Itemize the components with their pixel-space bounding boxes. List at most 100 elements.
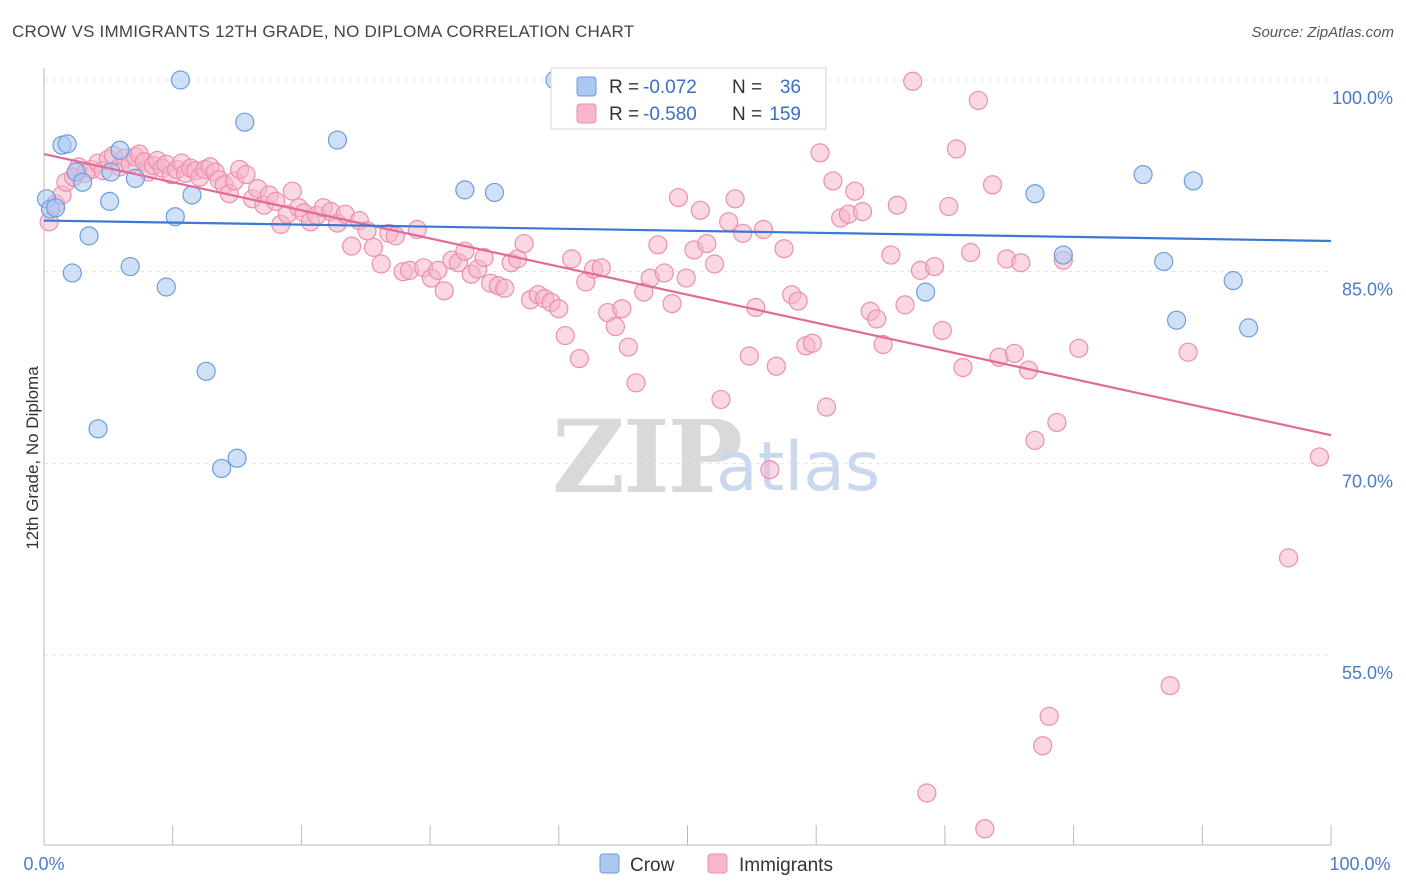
crow-point (1025, 184, 1045, 204)
legend-r-value-crow: -0.072 (643, 77, 697, 98)
immigrants-point (371, 254, 391, 274)
immigrants-point (895, 295, 915, 315)
crow-point (100, 191, 120, 211)
y-tick-label: 85.0% (1342, 280, 1393, 300)
crow-point (170, 70, 191, 90)
immigrants-point (1004, 343, 1024, 364)
crow-point (212, 458, 232, 479)
immigrants-point (975, 819, 995, 839)
immigrants-point (873, 334, 893, 355)
crow-point (101, 162, 121, 182)
crow-point (120, 256, 140, 277)
immigrants-point (363, 237, 384, 257)
y-axis-ticks: 100.0% 85.0% 70.0% 55.0% (1332, 88, 1393, 683)
immigrants-point (690, 200, 710, 220)
immigrants-point (668, 187, 689, 208)
immigrants-point (925, 256, 945, 277)
watermark: ZIP atlas (552, 398, 880, 516)
immigrants-point (953, 357, 973, 378)
crow-point (235, 112, 255, 132)
immigrants-point (474, 248, 494, 268)
y-tick-label: 55.0% (1342, 663, 1393, 683)
immigrants-point (816, 397, 837, 417)
immigrants-point (236, 164, 256, 185)
immigrants-point (605, 317, 626, 337)
x-tick-label-start: 0.0% (23, 854, 64, 874)
immigrants-point (968, 90, 988, 111)
immigrants-point (982, 175, 1003, 195)
legend-swatch-crow (576, 76, 597, 97)
immigrants-point (1033, 736, 1053, 756)
source-credit: Source: ZipAtlas.com (1251, 24, 1394, 41)
crow-trend-line (43, 219, 1332, 243)
immigrants-point (788, 291, 808, 311)
y-tick-label: 70.0% (1342, 471, 1393, 491)
immigrants-point (549, 299, 569, 319)
crow-point (165, 207, 185, 227)
immigrants-point (562, 249, 582, 269)
crow-points (36, 70, 1259, 479)
y-tick-label: 100.0% (1332, 88, 1393, 108)
immigrants-point (852, 202, 873, 222)
immigrants-point (946, 139, 967, 159)
immigrants-point (802, 333, 822, 353)
legend-swatch-immigrants (576, 103, 597, 124)
immigrants-point (766, 356, 786, 376)
immigrants-point (733, 223, 753, 243)
legend-r-label-immigrants: R = (609, 104, 639, 125)
crow-point (88, 419, 108, 439)
crow-point (196, 361, 216, 381)
immigrants-point (495, 278, 515, 298)
crow-point (915, 282, 936, 302)
immigrants-point (676, 268, 696, 288)
crow-point (79, 226, 99, 246)
immigrants-point (654, 263, 674, 283)
crow-point (327, 130, 348, 150)
legend-n-value-crow: 36 (780, 77, 801, 98)
legend-n-label-crow: N = (732, 77, 762, 98)
watermark-zip: ZIP (552, 398, 741, 516)
immigrants-point (932, 320, 952, 341)
watermark-atlas: atlas (716, 428, 880, 507)
chart-title: CROW VS IMMIGRANTS 12TH GRADE, NO DIPLOM… (12, 22, 635, 41)
bottom-legend-swatch-crow (599, 853, 620, 874)
immigrants-point (845, 181, 865, 201)
immigrants-point (711, 389, 731, 410)
immigrants-point (774, 239, 794, 259)
crow-point (73, 172, 93, 192)
legend-n-value-immigrants: 159 (769, 104, 801, 125)
y-axis-label: 12th Grade, No Diploma (23, 366, 42, 550)
crow-point (1133, 164, 1153, 185)
crow-point (57, 134, 77, 154)
crow-point (45, 198, 66, 218)
immigrants-point (612, 299, 632, 319)
crow-point (110, 140, 130, 160)
trend-lines (43, 153, 1332, 437)
immigrants-point (1178, 342, 1198, 362)
bottom-legend-label-immigrants: Immigrants (739, 855, 833, 876)
crow-point (1053, 245, 1073, 265)
immigrants-point (1025, 430, 1045, 450)
crow-point (484, 182, 505, 203)
immigrants-point (1069, 338, 1089, 358)
immigrants-point (662, 294, 682, 314)
immigrants-point (1039, 706, 1059, 726)
crow-point (1183, 171, 1203, 191)
immigrants-point (1011, 253, 1031, 273)
immigrants-point (514, 233, 534, 254)
immigrants-point (1047, 412, 1067, 433)
bottom-legend-label-crow: Crow (630, 855, 675, 876)
immigrants-point (939, 196, 959, 217)
immigrants-point (341, 236, 362, 256)
immigrants-point (434, 281, 454, 301)
series-legend: Crow Immigrants (599, 853, 833, 876)
immigrants-point (428, 260, 448, 280)
crow-point (1239, 318, 1259, 338)
immigrants-point (903, 71, 923, 91)
immigrants-point (917, 783, 937, 803)
immigrants-point (961, 242, 981, 263)
immigrants-point (810, 143, 830, 163)
correlation-legend: R = -0.072 N = 36 R = -0.580 N = 159 (550, 67, 827, 130)
legend-r-label-crow: R = (609, 77, 639, 98)
immigrants-point (697, 233, 717, 254)
